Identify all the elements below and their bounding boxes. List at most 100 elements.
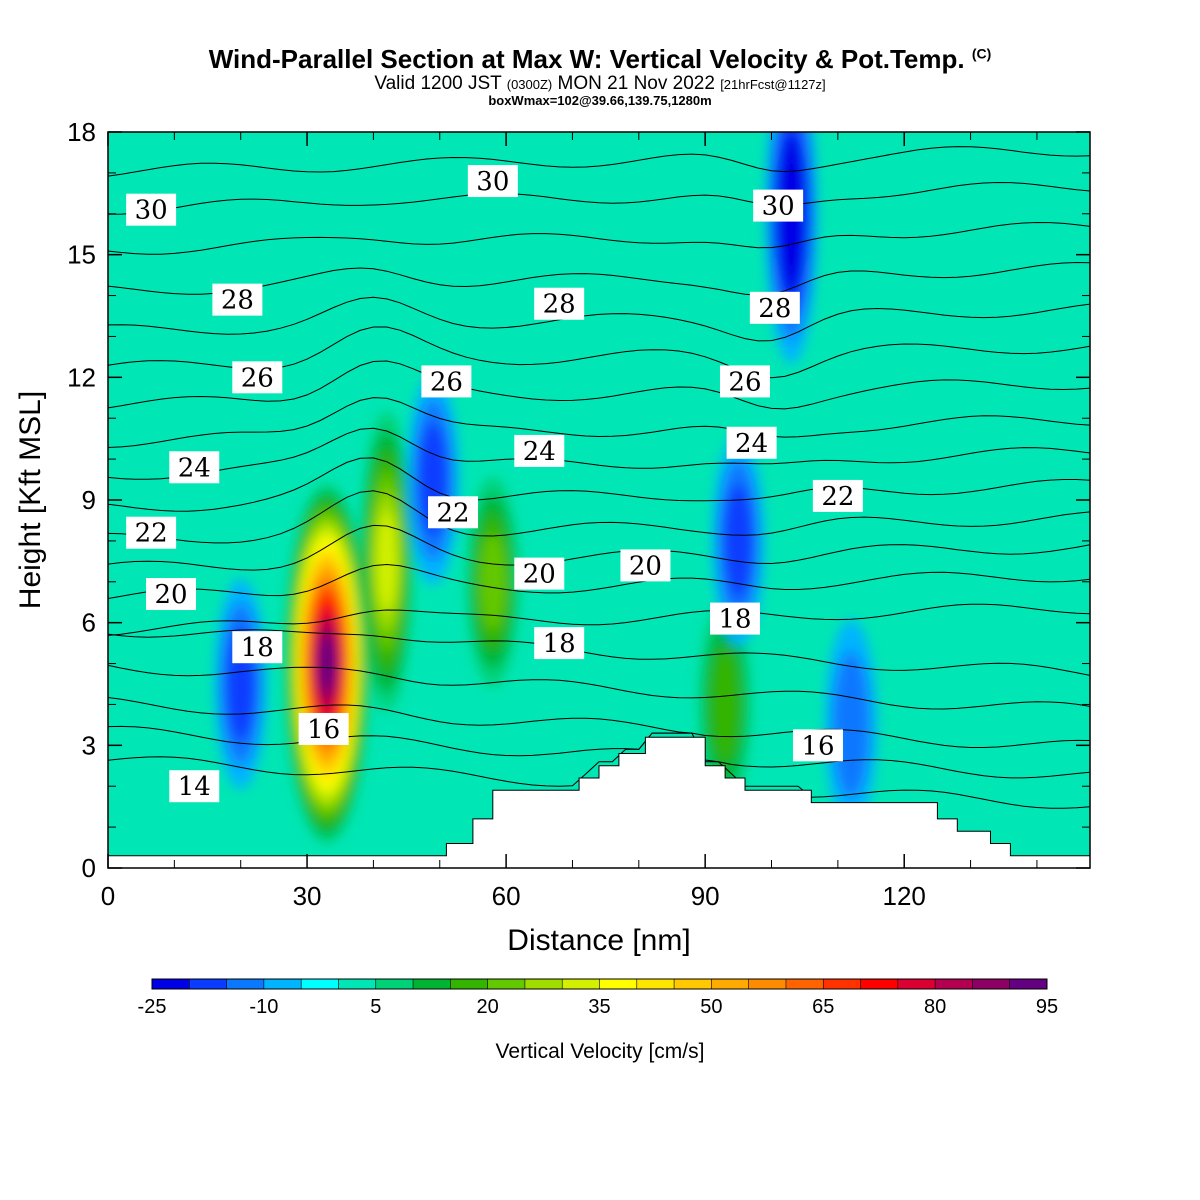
- colorbar-label: 65: [812, 996, 834, 1018]
- theta-label-text: 20: [629, 551, 662, 581]
- y-tick-label: 6: [82, 608, 96, 638]
- x-axis-title: Distance [nm]: [507, 924, 690, 957]
- colorbar-title: Vertical Velocity [cm/s]: [496, 1040, 705, 1063]
- theta-label-bg: [232, 361, 283, 394]
- theta-label-bg: [534, 287, 585, 320]
- isentrope-line: [108, 427, 1090, 480]
- theta-labels: 30 30 30 28 28 28 26 26 26 24 24 24 22 22 22 20 20 20 18 18…: [126, 165, 863, 803]
- theta-label-bg: [749, 291, 800, 324]
- colorbar-swatch: [338, 979, 377, 989]
- theta-label-text: 24: [735, 429, 768, 459]
- theta-label-text: 16: [801, 731, 834, 761]
- theta-label-text: 30: [135, 196, 168, 226]
- colorbar-swatch: [413, 979, 451, 989]
- colorbar-swatch: [263, 979, 302, 989]
- theta-label: 18: [232, 631, 283, 664]
- y-tick-label: 18: [67, 117, 96, 147]
- theta-label: 28: [534, 287, 585, 320]
- theta-label-bg: [421, 365, 472, 398]
- y-tick-label: 3: [82, 730, 96, 760]
- theta-label-text: 28: [221, 286, 254, 316]
- x-tick-label: 120: [883, 881, 926, 911]
- w-cell: [318, 635, 335, 692]
- vertical-velocity-field: [214, 132, 878, 844]
- theta-label: 20: [514, 557, 565, 590]
- isentrope-line: [108, 146, 1090, 177]
- theta-label: 30: [126, 193, 177, 226]
- theta-label: 24: [726, 426, 777, 459]
- colorbar-swatch: [785, 979, 824, 989]
- theta-label: 18: [534, 627, 585, 660]
- isentrope-line: [108, 221, 1090, 255]
- theta-label: 20: [620, 549, 671, 582]
- theta-label: 16: [792, 729, 843, 762]
- theta-label: 26: [719, 365, 770, 398]
- isentrope-line: [108, 697, 1090, 748]
- y-tick-label: 15: [67, 240, 96, 270]
- isentrope-line: [108, 603, 1090, 636]
- theta-label: 22: [126, 516, 177, 549]
- colorbar-swatch: [152, 979, 190, 989]
- theta-label-bg: [812, 479, 863, 512]
- theta-label: 22: [812, 479, 863, 512]
- theta-label-bg: [428, 496, 479, 529]
- isentrope-line: [108, 261, 1090, 296]
- isentrope-line: [108, 629, 1090, 676]
- colorbar-label: 95: [1036, 996, 1058, 1018]
- theta-label-bg: [726, 426, 777, 459]
- colorbar-label: 50: [700, 996, 722, 1018]
- colorbar-label: 35: [588, 996, 610, 1018]
- y-tick-label: 12: [67, 362, 96, 392]
- colorbar-label: -10: [249, 996, 278, 1018]
- colorbar-swatch: [823, 979, 862, 989]
- plot-background: [108, 132, 1090, 868]
- colorbar-label: -25: [138, 996, 167, 1018]
- colorbar-swatch: [599, 979, 638, 989]
- isentrope-line: [108, 360, 1090, 410]
- terrain: [107, 736, 1091, 869]
- theta-label-text: 20: [154, 580, 187, 610]
- colorbar-swatch: [636, 979, 675, 989]
- theta-label-bg: [232, 631, 283, 664]
- colorbar-swatch: [301, 979, 339, 989]
- theta-label-text: 24: [178, 453, 211, 483]
- theta-label-text: 28: [543, 290, 576, 320]
- theta-label-text: 26: [241, 363, 274, 393]
- theta-label: 22: [428, 496, 479, 529]
- isentrope-line: [108, 563, 1090, 599]
- x-tick-label: 90: [691, 881, 720, 911]
- colorbar-label: 5: [370, 996, 381, 1018]
- isentrope-line: [108, 524, 1090, 571]
- w-cell: [480, 533, 506, 630]
- y-axis-title: Height [Kft MSL]: [14, 391, 47, 609]
- isentrope-line: [108, 490, 1090, 544]
- theta-label-text: 18: [718, 605, 751, 635]
- theta-label-text: 18: [543, 629, 576, 659]
- theta-label-bg: [753, 189, 804, 222]
- colorbar-swatch: [935, 979, 973, 989]
- theta-label-bg: [719, 365, 770, 398]
- w-cell: [723, 483, 754, 599]
- theta-label-text: 28: [758, 294, 791, 324]
- theta-label-bg: [792, 729, 843, 762]
- colorbar-swatch: [524, 979, 563, 989]
- colorbar-swatch: [375, 979, 414, 989]
- isentrope-line: [108, 397, 1090, 448]
- x-tick-label: 0: [101, 881, 115, 911]
- y-tick-label: 0: [82, 853, 96, 883]
- chart-box-info: boxWmax=102@39.66,139.75,1280m: [488, 93, 712, 108]
- plot-area: [108, 132, 1090, 868]
- theta-label-bg: [169, 451, 220, 484]
- w-cell: [376, 511, 397, 612]
- theta-label-bg: [298, 712, 349, 745]
- colorbar-swatch: [226, 979, 265, 989]
- theta-label-bg: [146, 578, 197, 611]
- y-axis: 0 3 6 9 12 15 18 Height [Kft MSL]: [14, 117, 1090, 883]
- colorbar-swatch: [562, 979, 600, 989]
- colorbar-swatch: [711, 979, 750, 989]
- colorbar-swatch: [189, 979, 228, 989]
- x-tick-label: 30: [293, 881, 322, 911]
- theta-label-text: 30: [762, 192, 795, 222]
- theta-label-bg: [620, 549, 671, 582]
